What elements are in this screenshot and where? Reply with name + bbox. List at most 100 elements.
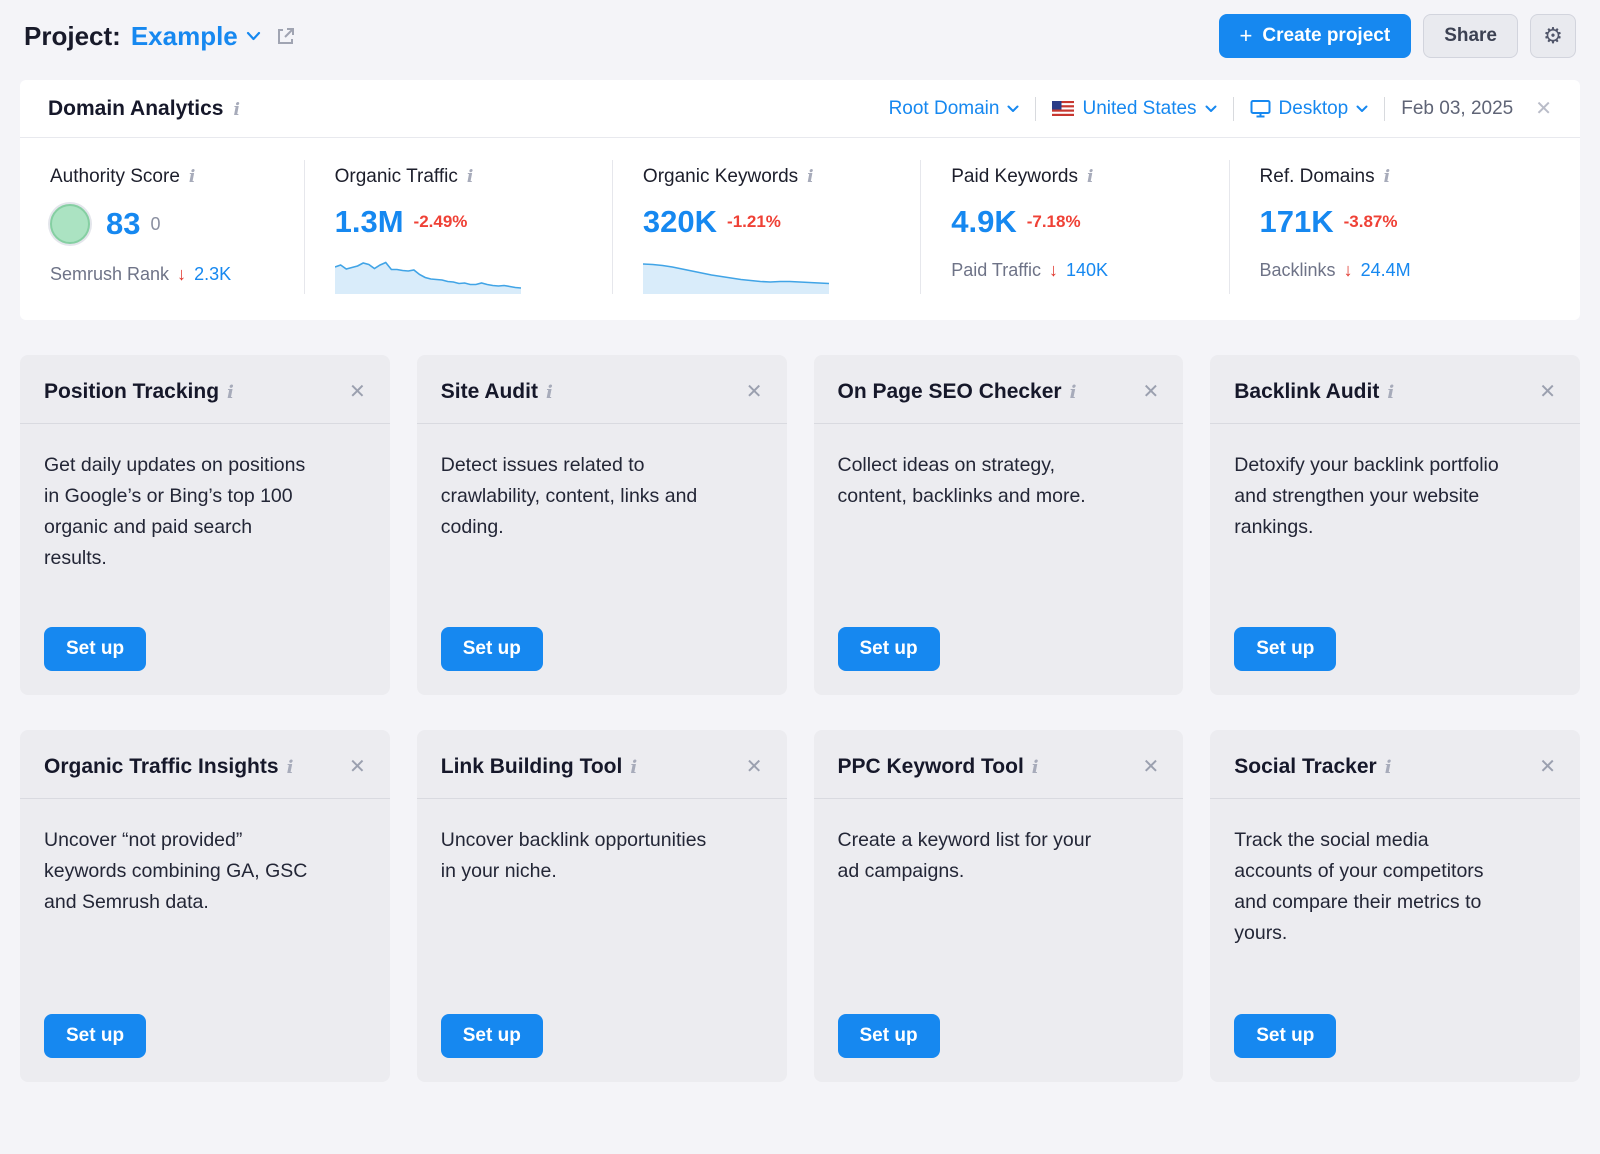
card-title: On Page SEO Checker	[837, 380, 1062, 403]
info-icon[interactable]: i	[1384, 757, 1392, 778]
filter-country[interactable]: United States	[1052, 97, 1217, 120]
chevron-down-icon	[246, 31, 261, 41]
card-description: Track the social media accounts of your …	[1234, 828, 1484, 945]
chevron-down-icon	[1007, 105, 1019, 113]
card-close-icon[interactable]: ✕	[745, 381, 763, 403]
info-icon[interactable]: i	[807, 167, 814, 187]
info-icon[interactable]: i	[630, 757, 638, 778]
down-arrow-icon: ↓	[1343, 260, 1353, 280]
plus-icon: +	[1239, 23, 1253, 48]
card-backlink-audit: Backlink Audit i ✕ Detoxify your backlink…	[1210, 355, 1580, 695]
create-project-label: Create project	[1262, 25, 1391, 46]
date-label: Feb 03, 2025	[1401, 97, 1514, 119]
metric-value: 1.3M	[334, 204, 404, 239]
info-icon[interactable]: i	[545, 382, 553, 403]
monitor-icon	[1250, 99, 1271, 118]
project-name: Example	[130, 20, 238, 51]
card-close-icon[interactable]: ✕	[1539, 756, 1556, 778]
device-label: Desktop	[1278, 97, 1349, 119]
us-flag-icon	[1052, 101, 1075, 116]
card-close-icon[interactable]: ✕	[745, 756, 763, 778]
metric-label: Ref. Domains	[1259, 166, 1375, 187]
create-project-button[interactable]: + Create project	[1218, 14, 1412, 58]
metric-change: -2.49%	[413, 212, 468, 231]
country-label: United States	[1082, 97, 1197, 119]
sub-metric-value[interactable]: 2.3K	[194, 264, 232, 284]
metric-paid-keywords: Paid Keywords i 4.9K -7.18% Paid Traffic…	[920, 160, 1228, 294]
share-button[interactable]: Share	[1423, 14, 1518, 58]
info-icon[interactable]: i	[1387, 382, 1395, 403]
project-label: Project:	[24, 20, 121, 51]
panel-title: Domain Analytics	[48, 96, 224, 120]
card-close-icon[interactable]: ✕	[1142, 756, 1160, 778]
setup-button[interactable]: Set up	[440, 627, 543, 671]
info-icon[interactable]: i	[1031, 757, 1039, 778]
setup-button[interactable]: Set up	[44, 1014, 147, 1058]
top-header: Project: Example + Create project Share …	[0, 0, 1600, 72]
card-title: Social Tracker	[1234, 755, 1377, 778]
info-icon[interactable]: i	[227, 382, 234, 403]
setup-button[interactable]: Set up	[837, 1014, 940, 1058]
card-organic-traffic-insights: Organic Traffic Insights i ✕ Uncover “not…	[20, 730, 390, 1082]
setup-button[interactable]: Set up	[44, 627, 147, 671]
metric-label: Organic Traffic	[334, 166, 458, 187]
metric-value: 320K	[642, 204, 718, 239]
settings-button[interactable]: ⚙	[1530, 14, 1576, 58]
metric-organic-traffic: Organic Traffic i 1.3M -2.49%	[303, 160, 612, 294]
card-close-icon[interactable]: ✕	[1539, 381, 1556, 403]
setup-button[interactable]: Set up	[837, 627, 940, 671]
card-close-icon[interactable]: ✕	[348, 381, 366, 403]
authority-score-circle	[50, 204, 90, 244]
close-icon[interactable]: ✕	[1535, 98, 1552, 120]
sub-metric-value[interactable]: 140K	[1065, 260, 1108, 280]
gear-icon: ⚙	[1543, 23, 1563, 48]
panel-filters: Root Domain United States	[889, 96, 1552, 121]
card-description: Uncover “not provided” keywords combinin…	[44, 828, 308, 914]
root-domain-label: Root Domain	[888, 97, 1000, 119]
info-icon[interactable]: i	[1086, 167, 1094, 187]
metric-change: -7.18%	[1026, 212, 1081, 231]
external-link-icon[interactable]	[275, 26, 296, 47]
metric-ref-domains: Ref. Domains i 171K -3.87% Backlinks ↓ 2…	[1228, 160, 1580, 294]
card-title: Organic Traffic Insights	[44, 755, 279, 778]
card-site-audit: Site Audit i ✕ Detect issues related to c…	[416, 355, 787, 695]
setup-button[interactable]: Set up	[1234, 627, 1337, 671]
domain-analytics-panel: Domain Analytics i Root Domain U	[20, 80, 1580, 320]
sub-metric-value[interactable]: 24.4M	[1360, 260, 1411, 280]
card-close-icon[interactable]: ✕	[1142, 381, 1160, 403]
metric-label: Paid Keywords	[951, 166, 1078, 187]
card-description: Create a keyword list for your ad campai…	[837, 828, 1092, 882]
card-close-icon[interactable]: ✕	[348, 756, 366, 778]
metric-value: 4.9K	[951, 204, 1017, 239]
metric-organic-keywords: Organic Keywords i 320K -1.21%	[611, 160, 920, 294]
setup-button[interactable]: Set up	[1234, 1014, 1337, 1058]
chevron-down-icon	[1356, 105, 1368, 113]
card-title: Position Tracking	[44, 380, 220, 403]
sub-metric-label: Semrush Rank	[50, 264, 170, 284]
divider	[1035, 96, 1037, 121]
info-icon[interactable]: i	[286, 757, 294, 778]
info-icon[interactable]: i	[233, 99, 240, 120]
card-title: Site Audit	[440, 380, 538, 403]
metric-change: -1.21%	[727, 212, 781, 231]
info-icon[interactable]: i	[188, 167, 196, 187]
card-title: Link Building Tool	[440, 755, 623, 778]
filter-device[interactable]: Desktop	[1250, 98, 1369, 120]
metric-authority-score: Authority Score i 83 0 Semrush Rank ↓ 2.…	[20, 160, 304, 294]
card-position-tracking: Position Tracking i ✕ Get daily updates o…	[20, 355, 390, 695]
card-description: Detect issues related to crawlability, c…	[440, 453, 698, 539]
chevron-down-icon	[1205, 105, 1217, 113]
setup-button[interactable]: Set up	[440, 1014, 543, 1058]
card-social-tracker: Social Tracker i ✕ Track the social media…	[1210, 730, 1580, 1082]
card-title: Backlink Audit	[1234, 380, 1380, 403]
project-name-dropdown[interactable]: Example	[131, 21, 261, 52]
card-title: PPC Keyword Tool	[837, 755, 1024, 778]
card-description: Uncover backlink opportunities in your n…	[440, 828, 707, 882]
filter-root-domain[interactable]: Root Domain	[889, 98, 1020, 120]
card-on-page-seo-checker: On Page SEO Checker i ✕ Collect ideas on …	[813, 355, 1184, 695]
metric-value: 83	[106, 206, 141, 241]
card-description: Collect ideas on strategy, content, back…	[837, 453, 1086, 507]
info-icon[interactable]: i	[1383, 167, 1391, 187]
info-icon[interactable]: i	[1069, 382, 1077, 403]
info-icon[interactable]: i	[466, 167, 474, 187]
